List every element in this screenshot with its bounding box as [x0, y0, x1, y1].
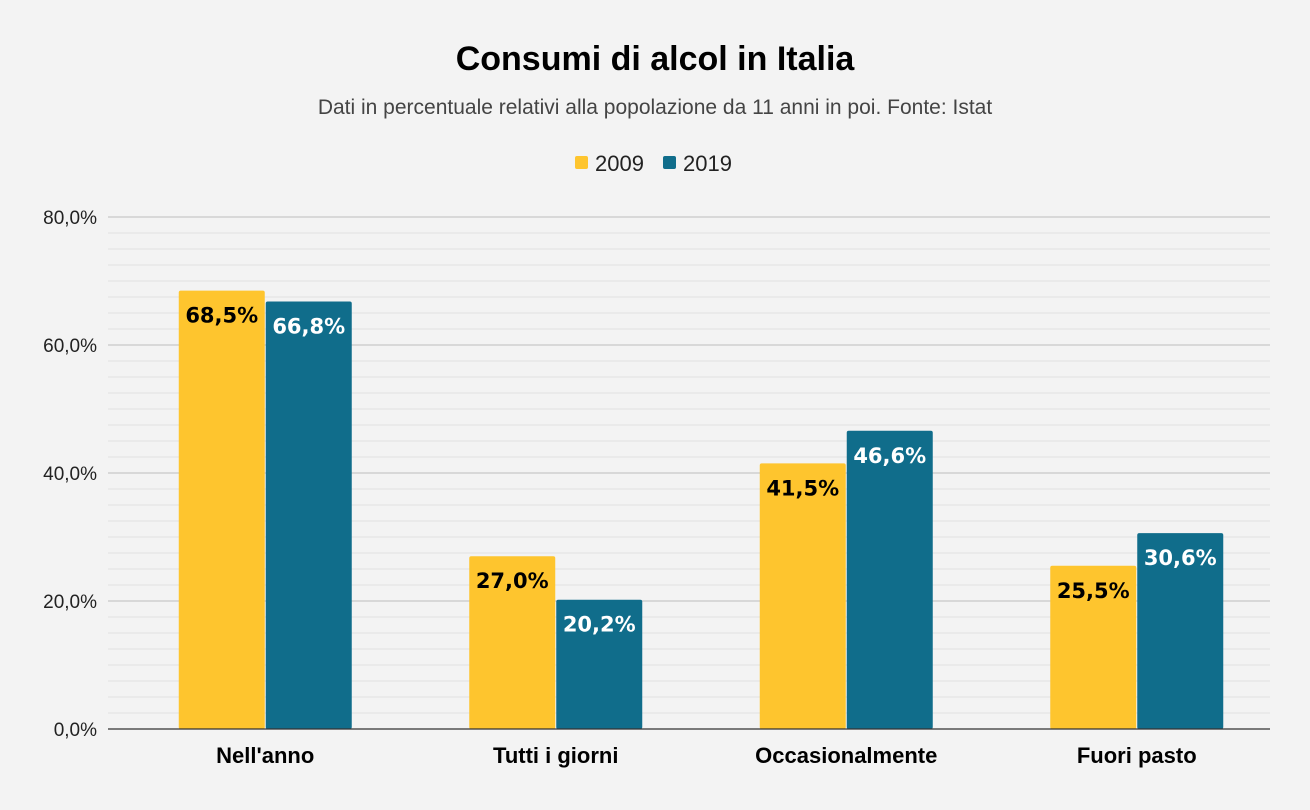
bar-data-label: 20,2%	[563, 613, 636, 637]
y-tick-label: 40,0%	[43, 464, 97, 485]
bar	[1137, 533, 1224, 729]
bar-data-label: 25,5%	[1057, 579, 1130, 603]
legend-label: 2019	[683, 151, 732, 176]
bar-data-label: 68,5%	[185, 304, 258, 328]
bar	[1050, 565, 1137, 729]
bar	[265, 301, 352, 729]
bar	[846, 430, 933, 729]
bar	[556, 599, 643, 729]
y-tick-label: 80,0%	[43, 208, 97, 229]
bar-data-label: 41,5%	[766, 476, 839, 500]
bar-data-label: 30,6%	[1144, 546, 1217, 570]
legend-swatch	[575, 156, 588, 169]
y-tick-label: 20,0%	[43, 592, 97, 613]
bar	[759, 463, 846, 729]
x-category-label: Fuori pasto	[1077, 743, 1197, 768]
bar-data-label: 27,0%	[476, 569, 549, 593]
x-category-label: Tutti i giorni	[493, 743, 618, 768]
bar	[469, 556, 556, 729]
x-category-label: Occasionalmente	[755, 743, 937, 768]
bar-data-label: 46,6%	[853, 444, 926, 468]
legend-swatch	[663, 156, 676, 169]
y-tick-label: 60,0%	[43, 336, 97, 357]
y-tick-label: 0,0%	[54, 720, 97, 741]
x-category-label: Nell'anno	[216, 743, 314, 768]
legend-label: 2009	[595, 151, 644, 176]
bar-data-label: 66,8%	[272, 314, 345, 338]
chart-title: Consumi di alcol in Italia	[455, 40, 855, 78]
bar	[178, 290, 265, 729]
chart-subtitle: Dati in percentuale relativi alla popola…	[317, 96, 993, 119]
